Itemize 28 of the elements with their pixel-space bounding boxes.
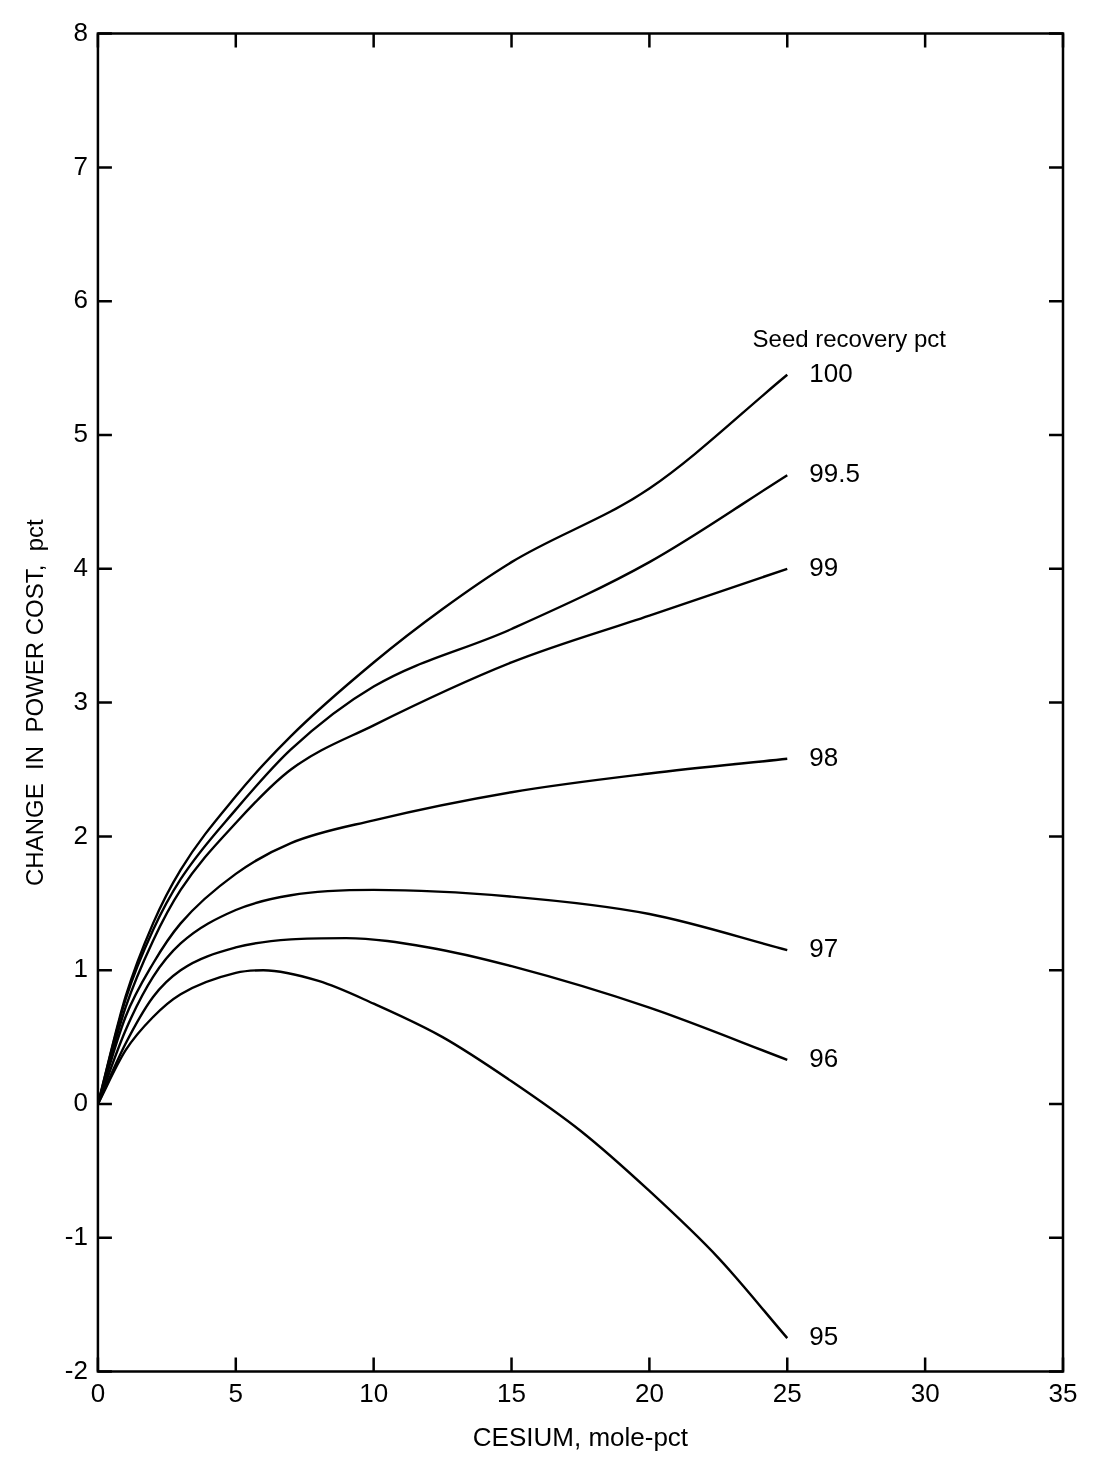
y-tick-label: -1 bbox=[64, 1220, 88, 1251]
x-tick-label: 30 bbox=[910, 1378, 940, 1409]
y-tick-label: 5 bbox=[73, 418, 88, 449]
series-label: 99 bbox=[809, 551, 839, 582]
x-tick-label: 10 bbox=[359, 1378, 389, 1409]
x-axis-title: CESIUM, mole-pct bbox=[472, 1421, 689, 1452]
y-tick-label: 2 bbox=[73, 819, 88, 850]
series-label: 96 bbox=[809, 1043, 839, 1074]
x-tick-label: 25 bbox=[772, 1378, 802, 1409]
series-label: 97 bbox=[809, 933, 839, 964]
y-tick-label: 7 bbox=[73, 150, 88, 181]
y-axis-title: CHANGE IN POWER COST, pct bbox=[21, 518, 49, 886]
y-tick-label: 0 bbox=[73, 1087, 88, 1118]
series-label: 100 bbox=[809, 357, 853, 388]
x-tick-label: 20 bbox=[634, 1378, 664, 1409]
x-tick-label: 5 bbox=[228, 1378, 244, 1409]
x-tick-label: 35 bbox=[1048, 1378, 1078, 1409]
x-tick-label: 15 bbox=[497, 1378, 526, 1409]
y-tick-label: 6 bbox=[73, 284, 88, 315]
legend-title: Seed recovery pct bbox=[752, 325, 947, 353]
y-tick-label: -2 bbox=[64, 1354, 88, 1385]
y-tick-label: 8 bbox=[73, 16, 88, 47]
y-tick-label: 4 bbox=[73, 551, 88, 582]
y-tick-label: 1 bbox=[73, 953, 88, 984]
series-label: 95 bbox=[809, 1321, 839, 1352]
series-label: 98 bbox=[809, 741, 839, 772]
y-tick-label: 3 bbox=[73, 685, 88, 716]
series-label: 99.5 bbox=[809, 458, 860, 489]
